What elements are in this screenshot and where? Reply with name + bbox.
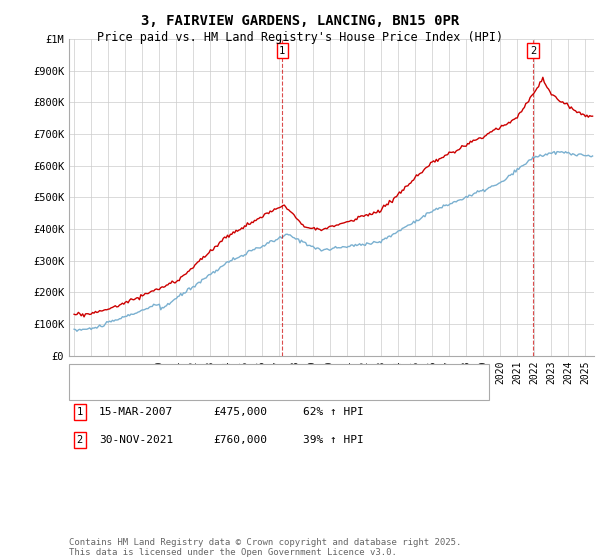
Text: 39% ↑ HPI: 39% ↑ HPI	[303, 435, 364, 445]
Text: ———: ———	[81, 368, 101, 378]
Text: 62% ↑ HPI: 62% ↑ HPI	[303, 407, 364, 417]
Text: 15-MAR-2007: 15-MAR-2007	[99, 407, 173, 417]
Text: 1: 1	[279, 45, 286, 55]
Text: 2: 2	[77, 435, 83, 445]
Text: 30-NOV-2021: 30-NOV-2021	[99, 435, 173, 445]
Text: Price paid vs. HM Land Registry's House Price Index (HPI): Price paid vs. HM Land Registry's House …	[97, 31, 503, 44]
Text: 3, FAIRVIEW GARDENS, LANCING, BN15 0PR (detached house): 3, FAIRVIEW GARDENS, LANCING, BN15 0PR (…	[105, 368, 449, 378]
Text: 2: 2	[530, 45, 536, 55]
Text: £760,000: £760,000	[213, 435, 267, 445]
Text: ———: ———	[81, 386, 101, 396]
Text: £475,000: £475,000	[213, 407, 267, 417]
Text: HPI: Average price, detached house, Adur: HPI: Average price, detached house, Adur	[105, 386, 355, 396]
Text: 3, FAIRVIEW GARDENS, LANCING, BN15 0PR: 3, FAIRVIEW GARDENS, LANCING, BN15 0PR	[141, 14, 459, 28]
Text: 1: 1	[77, 407, 83, 417]
Text: Contains HM Land Registry data © Crown copyright and database right 2025.
This d: Contains HM Land Registry data © Crown c…	[69, 538, 461, 557]
